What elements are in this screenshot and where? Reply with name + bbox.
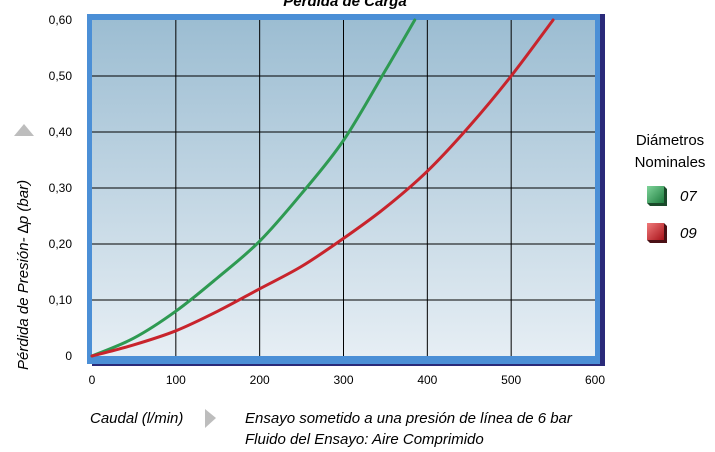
x-tick-label: 500 xyxy=(501,373,521,387)
legend-label-07: 07 xyxy=(680,188,697,205)
x-tick-label: 600 xyxy=(585,373,605,387)
series-line-09 xyxy=(90,18,555,358)
grid xyxy=(92,20,595,356)
legend-swatch-07 xyxy=(647,186,664,203)
y-tick-label: 0,60 xyxy=(49,13,73,27)
x-tick-label: 200 xyxy=(250,373,270,387)
x-tick-label: 300 xyxy=(333,373,353,387)
y-tick-label: 0,40 xyxy=(49,125,73,139)
legend-title-line-1: Diámetros xyxy=(636,132,704,149)
x-tick-labels: 0 100 200 300 400 500 600 xyxy=(89,373,606,387)
legend-swatch-07-shadow xyxy=(647,186,667,206)
y-tick-label: 0,30 xyxy=(49,181,73,195)
x-axis-label: Caudal (l/min) xyxy=(90,410,183,427)
y-tick-labels: 0 0,10 0,20 0,30 0,40 0,50 0,60 xyxy=(49,13,73,363)
series-layer xyxy=(90,18,555,358)
x-axis-arrow-icon xyxy=(205,409,216,428)
y-tick-label: 0,50 xyxy=(49,69,73,83)
y-axis-label: Pérdida de Presión- ∆p (bar) xyxy=(15,180,32,370)
note-line-1: Ensayo sometido a una presión de línea d… xyxy=(245,410,573,427)
x-tick-label: 0 xyxy=(89,373,96,387)
chart-title: Pérdida de Carga xyxy=(283,0,406,10)
note-line-2: Fluido del Ensayo: Aire Comprimido xyxy=(245,431,484,448)
x-tick-label: 400 xyxy=(417,373,437,387)
y-tick-label: 0 xyxy=(65,349,72,363)
y-tick-label: 0,10 xyxy=(49,293,73,307)
legend-label-09: 09 xyxy=(680,225,697,242)
y-tick-label: 0,20 xyxy=(49,237,73,251)
legend-swatch-09-shadow xyxy=(647,223,667,243)
x-tick-label: 100 xyxy=(166,373,186,387)
legend-title-line-2: Nominales xyxy=(635,154,706,171)
y-axis-arrow-icon xyxy=(14,124,34,136)
legend-swatch-09 xyxy=(647,223,664,240)
series-line-07 xyxy=(90,18,417,358)
